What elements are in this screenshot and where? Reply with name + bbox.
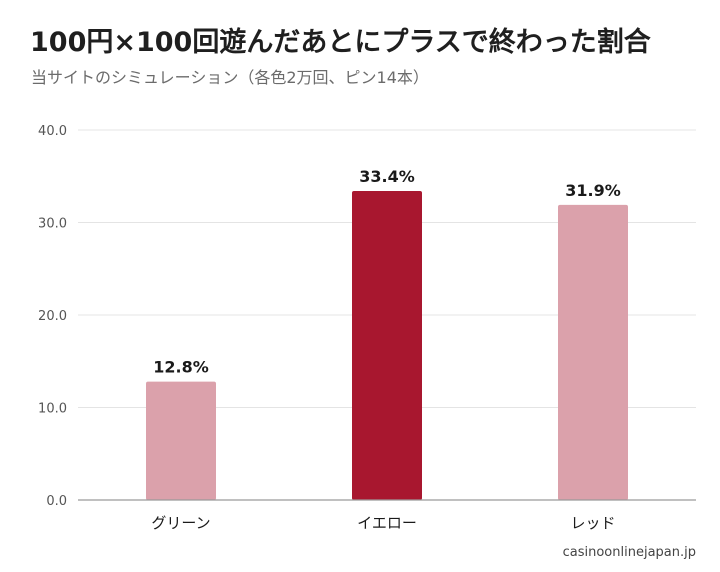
data-label: 33.4% bbox=[359, 167, 415, 186]
bar bbox=[146, 381, 216, 500]
y-tick-label: 30.0 bbox=[38, 217, 67, 232]
y-tick-label: 40.0 bbox=[38, 124, 67, 139]
bar bbox=[352, 191, 422, 501]
x-category-label: グリーン bbox=[151, 514, 210, 532]
chart-subtitle: 当サイトのシミュレーション（各色2万回、ピン14本） bbox=[31, 68, 429, 87]
x-category-label: イエロー bbox=[357, 514, 417, 532]
y-tick-label: 20.0 bbox=[38, 309, 67, 324]
y-tick-label: 10.0 bbox=[38, 402, 67, 417]
y-tick-label: 0.0 bbox=[46, 494, 67, 509]
data-label: 12.8% bbox=[153, 358, 209, 377]
source-credit: casinoonlinejapan.jp bbox=[562, 545, 696, 560]
chart-title: 100円×100回遊んだあとにプラスで終わった割合 bbox=[30, 27, 651, 58]
data-label: 31.9% bbox=[565, 181, 621, 200]
bar bbox=[558, 204, 628, 501]
x-category-label: レッド bbox=[570, 514, 615, 532]
